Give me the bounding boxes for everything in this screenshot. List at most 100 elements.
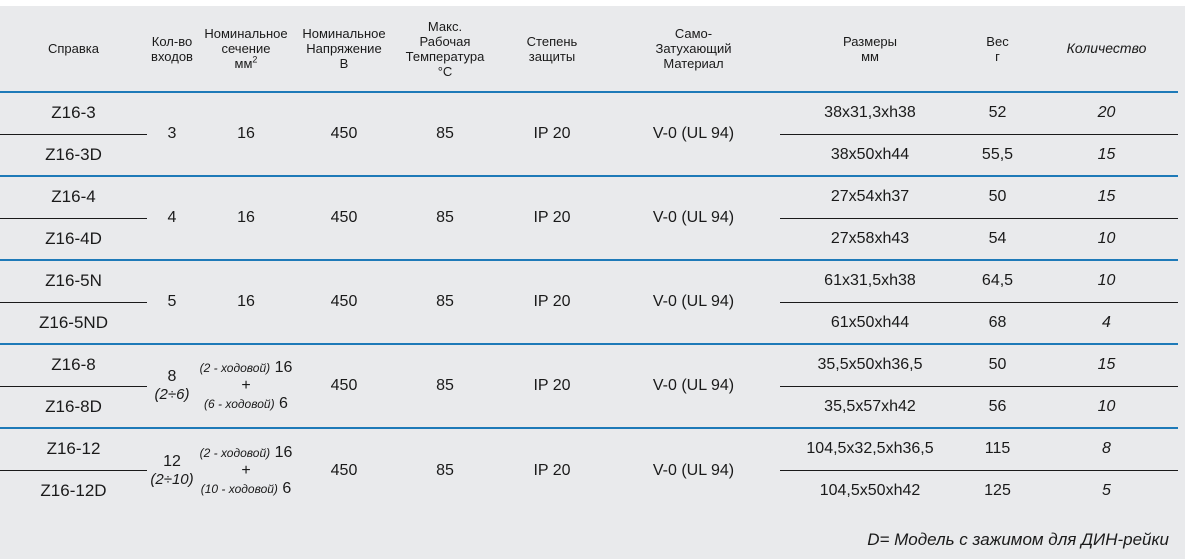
cell-inputs: 5	[147, 259, 197, 344]
cell-temp: 85	[393, 427, 497, 512]
header-section: Номинальное сечение мм2	[204, 26, 288, 71]
table-row: Z16-8 8 (2÷6) (2 - ходовой) 16 + (6 - ходовой…	[0, 343, 1178, 428]
header-size: Размеры мм	[842, 33, 898, 64]
header-voltage: Номинальное Напряжение В	[302, 26, 386, 71]
cell-size: 104,5x50xh42	[780, 469, 960, 512]
cell-code: Z16-5ND	[0, 301, 147, 344]
cell-voltage: 450	[295, 343, 393, 428]
cell-code: Z16-5N	[0, 259, 147, 302]
footnote: D= Модель с зажимом для ДИН-рейки	[867, 530, 1169, 549]
table-row: Z16-5N 5 16 450 85 IP 20 V-0 (UL 94) 61x31,5xh3…	[0, 259, 1178, 344]
cell-code: Z16-8D	[0, 385, 147, 428]
cell-size: 35,5x50xh36,5	[780, 343, 960, 386]
cell-weight: 50	[960, 175, 1035, 218]
cell-weight: 54	[960, 217, 1035, 260]
header-protection: Степень защиты	[526, 33, 578, 64]
header-temperature: Макс. Рабочая Температура °C	[405, 18, 485, 79]
header-ref: Справка	[48, 41, 99, 56]
cell-section: 16	[197, 259, 295, 344]
cell-weight: 56	[960, 385, 1035, 428]
table-header: Справка Кол-во входов Номинальное сечение м…	[0, 6, 1178, 92]
cell-code: Z16-12	[0, 427, 147, 470]
cell-size: 27x54xh37	[780, 175, 960, 218]
section-line: +	[241, 461, 251, 479]
cell-material: V-0 (UL 94)	[607, 343, 780, 428]
cell-inputs: 3	[147, 91, 197, 176]
cell-quantity: 15	[1035, 343, 1178, 386]
cell-size: 61x31,5xh38	[780, 259, 960, 302]
cell-quantity: 5	[1035, 469, 1178, 512]
cell-weight: 55,5	[960, 133, 1035, 176]
cell-voltage: 450	[295, 259, 393, 344]
cell-temp: 85	[393, 343, 497, 428]
cell-size: 27x58xh43	[780, 217, 960, 260]
cell-temp: 85	[393, 91, 497, 176]
cell-voltage: 450	[295, 91, 393, 176]
section-line: (2 - ходовой) 16	[199, 359, 293, 376]
cell-code: Z16-4	[0, 175, 147, 218]
cell-protection: IP 20	[497, 427, 607, 512]
cell-size: 38x31,3xh38	[780, 91, 960, 134]
cell-code: Z16-3	[0, 91, 147, 134]
cell-section: (2 - ходовой) 16 + (6 - ходовой) 6	[197, 343, 295, 428]
cell-section: 16	[197, 91, 295, 176]
table-row: Z16-8D 35,5x57xh42 56 10	[0, 385, 1178, 428]
section-line: (10 - ходовой) 6	[200, 479, 292, 497]
table-row: Z16-12D 104,5x50xh42 125 5	[0, 469, 1178, 512]
section-line: (6 - ходовой) 6	[204, 395, 288, 412]
cell-quantity: 10	[1035, 385, 1178, 428]
cell-temp: 85	[393, 259, 497, 344]
cell-inputs: 8 (2÷6)	[147, 343, 197, 428]
cell-quantity: 20	[1035, 91, 1178, 134]
cell-weight: 64,5	[960, 259, 1035, 302]
table-body: Z16-3 3 16 450 85 IP 20 V-0 (UL 94) 38x31,3xh38…	[0, 91, 1178, 512]
header-inputs: Кол-во входов	[151, 33, 193, 64]
cell-quantity: 8	[1035, 427, 1178, 470]
cell-quantity: 10	[1035, 259, 1178, 302]
section-line: (2 - ходовой) 16	[199, 443, 293, 461]
cell-section: (2 - ходовой) 16 + (10 - ходовой) 6	[197, 427, 295, 512]
cell-quantity: 4	[1035, 301, 1178, 344]
cell-protection: IP 20	[497, 175, 607, 260]
table-row: Z16-12 12 (2÷10) (2 - ходовой) 16 + (10 - ход…	[0, 427, 1178, 512]
table-row: Z16-3 3 16 450 85 IP 20 V-0 (UL 94) 38x31,3xh38…	[0, 91, 1178, 176]
cell-material: V-0 (UL 94)	[607, 175, 780, 260]
cell-voltage: 450	[295, 175, 393, 260]
cell-weight: 115	[960, 427, 1035, 470]
cell-material: V-0 (UL 94)	[607, 91, 780, 176]
cell-weight: 68	[960, 301, 1035, 344]
cell-material: V-0 (UL 94)	[607, 259, 780, 344]
header-quantity: Количество	[1066, 40, 1147, 56]
table-row: Z16-3D 38x50xh44 55,5 15	[0, 133, 1178, 176]
cell-temp: 85	[393, 175, 497, 260]
cell-voltage: 450	[295, 427, 393, 512]
cell-section: 16	[197, 175, 295, 260]
cell-size: 35,5x57xh42	[780, 385, 960, 428]
cell-quantity: 15	[1035, 175, 1178, 218]
cell-code: Z16-12D	[0, 469, 147, 512]
table-row: Z16-5ND 61x50xh44 68 4	[0, 301, 1178, 344]
cell-protection: IP 20	[497, 259, 607, 344]
cell-size: 61x50xh44	[780, 301, 960, 344]
section-line: +	[241, 377, 251, 394]
top-border	[0, 0, 1185, 6]
cell-size: 38x50xh44	[780, 133, 960, 176]
header-weight: Вес г	[986, 33, 1009, 64]
cell-protection: IP 20	[497, 343, 607, 428]
cell-code: Z16-3D	[0, 133, 147, 176]
cell-material: V-0 (UL 94)	[607, 427, 780, 512]
table-row: Z16-4 4 16 450 85 IP 20 V-0 (UL 94) 27x54xh37 50…	[0, 175, 1178, 260]
cell-weight: 52	[960, 91, 1035, 134]
cell-quantity: 15	[1035, 133, 1178, 176]
cell-code: Z16-4D	[0, 217, 147, 260]
cell-code: Z16-8	[0, 343, 147, 386]
product-table: Справка Кол-во входов Номинальное сечение м…	[0, 6, 1178, 512]
cell-weight: 125	[960, 469, 1035, 512]
table-row: Z16-4D 27x58xh43 54 10	[0, 217, 1178, 260]
header-material: Само- Затухающий Материал	[655, 26, 732, 71]
cell-weight: 50	[960, 343, 1035, 386]
cell-size: 104,5x32,5xh36,5	[780, 427, 960, 470]
cell-inputs: 4	[147, 175, 197, 260]
cell-protection: IP 20	[497, 91, 607, 176]
cell-inputs: 12 (2÷10)	[147, 427, 197, 512]
